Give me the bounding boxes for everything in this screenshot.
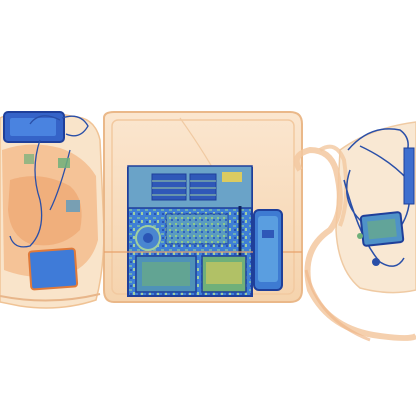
left-bag-flat-object <box>27 247 79 291</box>
left-bag <box>0 111 105 309</box>
right-bag <box>293 121 416 342</box>
right-bag-strap <box>293 146 416 341</box>
left-bag-cable <box>9 115 89 248</box>
laptop-component-2 <box>189 173 217 201</box>
center-case <box>103 111 303 303</box>
left-bag-clothing <box>2 144 98 278</box>
laptop-component-1 <box>151 173 187 201</box>
